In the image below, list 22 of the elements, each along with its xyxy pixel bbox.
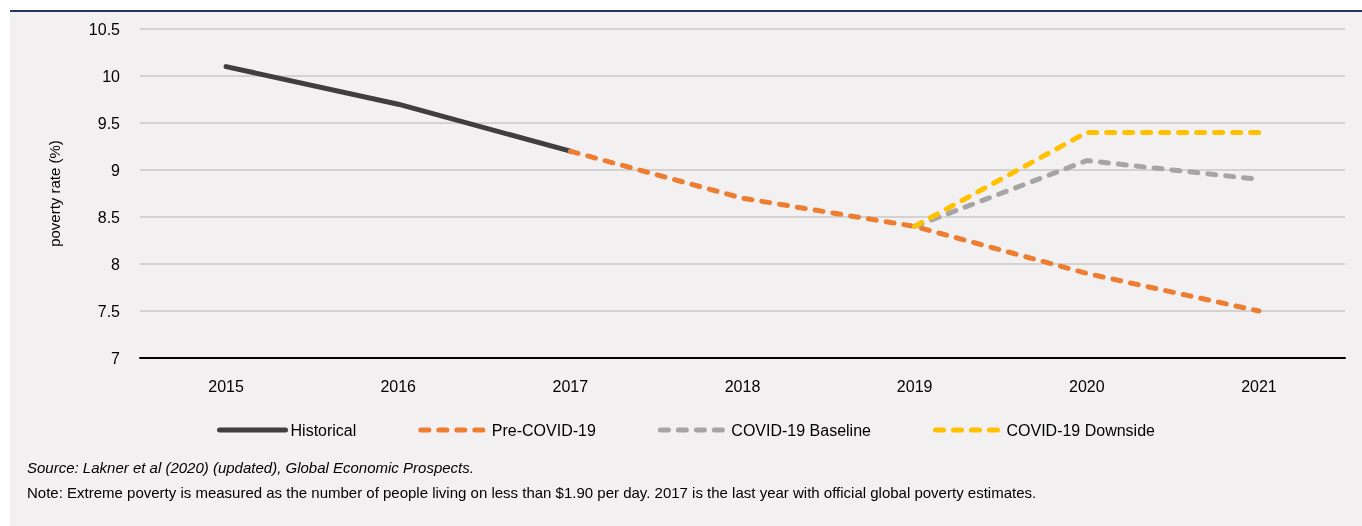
source-note: Source: Lakner et al (2020) (updated), Global Economic Prospects. bbox=[27, 459, 474, 476]
x-tick-label: 2016 bbox=[380, 377, 417, 395]
x-tick-label: 2017 bbox=[552, 377, 589, 395]
x-tick-label: 2015 bbox=[208, 377, 244, 395]
y-tick-label: 10.5 bbox=[88, 20, 121, 38]
legend-label: COVID-19 Downside bbox=[1006, 421, 1156, 439]
y-tick-label: 8.5 bbox=[97, 208, 121, 226]
y-tick-label: 10 bbox=[102, 67, 121, 85]
legend-label: Historical bbox=[290, 421, 357, 439]
y-tick-label: 9.5 bbox=[97, 114, 121, 132]
x-tick-label: 2020 bbox=[1068, 377, 1105, 395]
y-tick-label: 7.5 bbox=[97, 302, 121, 320]
text: Note: Extreme poverty is measured as the number of people living on less than $1.90 per day. 2017 is the last year with official global poverty estimates. bbox=[27, 484, 1037, 501]
y-tick-label: 7 bbox=[111, 349, 121, 367]
legend-label: Pre-COVID-19 bbox=[491, 421, 596, 439]
x-tick-label: 2021 bbox=[1241, 377, 1277, 395]
y-tick-label: 8 bbox=[111, 255, 121, 273]
x-tick-label: 2018 bbox=[724, 377, 761, 395]
x-tick-label: 2019 bbox=[896, 377, 933, 395]
y-tick-label: 9 bbox=[111, 161, 121, 179]
y-axis-title: poverty rate (%) bbox=[46, 140, 63, 247]
legend-label: COVID-19 Baseline bbox=[731, 421, 872, 439]
